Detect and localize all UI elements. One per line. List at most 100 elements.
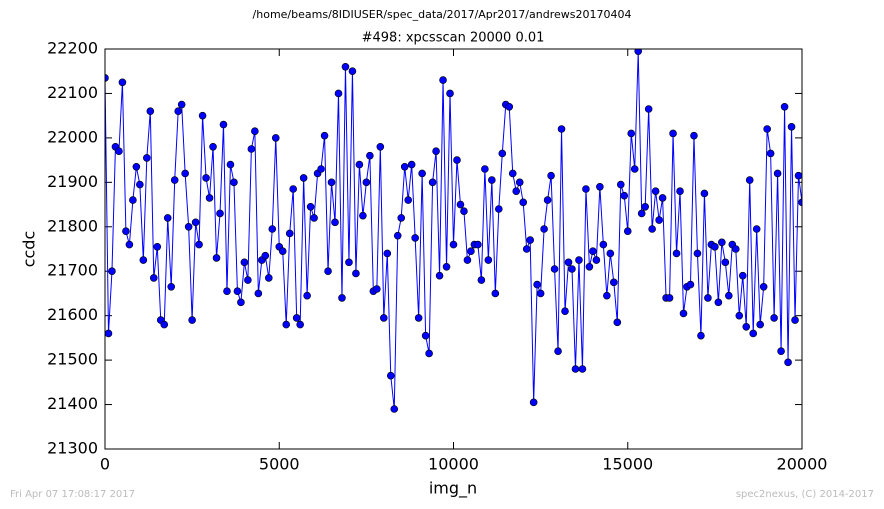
- data-point: [334, 89, 343, 98]
- data-point: [749, 329, 758, 338]
- data-point: [362, 178, 371, 187]
- data-point: [665, 294, 674, 302]
- data-point: [264, 274, 273, 282]
- data-point: [191, 218, 200, 227]
- data-point: [718, 238, 726, 247]
- data-point: [648, 225, 656, 233]
- data-point: [163, 214, 172, 222]
- footer-right: spec2nexus, (C) 2014-2017: [736, 489, 874, 500]
- data-point: [414, 314, 423, 322]
- data-point: [554, 347, 562, 356]
- data-point: [784, 358, 792, 367]
- data-point: [254, 289, 263, 298]
- data-point: [763, 125, 771, 133]
- data-point: [766, 149, 775, 158]
- data-point: [271, 134, 280, 142]
- data-point: [129, 196, 137, 204]
- data-point: [407, 160, 416, 169]
- data-point: [463, 256, 472, 264]
- data-point: [306, 202, 315, 211]
- y-tick-label: 22100: [47, 83, 98, 102]
- data-point: [143, 154, 151, 162]
- data-point: [623, 227, 632, 236]
- data-point: [310, 214, 318, 222]
- data-point: [167, 282, 176, 291]
- data-point: [672, 249, 681, 258]
- x-axis-label: img_n: [429, 479, 477, 499]
- data-point: [198, 111, 207, 120]
- y-tick-label: 22000: [47, 127, 98, 146]
- data-point: [756, 320, 764, 329]
- data-point: [456, 200, 465, 209]
- data-point: [118, 78, 127, 87]
- data-point: [449, 240, 458, 249]
- data-point: [181, 169, 189, 178]
- data-point: [519, 198, 528, 207]
- y-tick-label: 21400: [47, 394, 98, 413]
- data-point: [453, 156, 461, 164]
- data-point: [428, 178, 437, 187]
- data-point: [296, 320, 304, 329]
- data-point: [704, 294, 712, 302]
- data-point: [651, 187, 660, 196]
- data-point: [341, 62, 350, 71]
- plot-area: [105, 49, 802, 413]
- data-point: [345, 258, 353, 267]
- data-point: [366, 151, 374, 160]
- data-point: [721, 258, 730, 267]
- data-point: [610, 278, 618, 287]
- data-point: [359, 211, 367, 220]
- data-point: [505, 102, 514, 111]
- data-point: [536, 289, 545, 298]
- data-point: [435, 271, 444, 280]
- data-point: [331, 218, 339, 227]
- data-point: [526, 236, 534, 244]
- data-point: [508, 169, 517, 178]
- data-point: [324, 267, 332, 276]
- data-point: [338, 294, 346, 302]
- data-point: [404, 196, 412, 204]
- data-point: [575, 256, 583, 264]
- data-point: [223, 287, 231, 296]
- data-point: [219, 120, 228, 129]
- data-point: [393, 231, 402, 240]
- data-point: [244, 276, 252, 284]
- data-point: [571, 365, 580, 373]
- data-point: [174, 107, 182, 116]
- data-point: [515, 178, 524, 187]
- data-point: [759, 282, 768, 291]
- footer-left: Fri Apr 07 17:08:17 2017: [10, 489, 135, 500]
- data-point: [592, 256, 601, 264]
- data-point: [777, 347, 785, 356]
- y-axis-label: ccdc: [20, 231, 39, 268]
- data-point: [442, 262, 451, 271]
- data-point: [212, 254, 221, 262]
- data-point: [603, 291, 611, 300]
- data-point: [411, 234, 419, 242]
- data-point: [498, 149, 507, 158]
- data-point: [170, 176, 179, 184]
- data-point: [108, 267, 116, 276]
- x-tick-label: 0: [100, 455, 110, 474]
- data-point: [568, 265, 576, 273]
- data-point: [550, 265, 559, 273]
- data-point: [233, 287, 242, 296]
- data-point: [421, 331, 430, 340]
- data-point: [261, 251, 270, 260]
- data-point: [149, 274, 158, 282]
- data-point: [620, 191, 629, 200]
- data-point: [160, 320, 169, 329]
- data-point: [644, 105, 653, 113]
- data-point: [578, 365, 587, 373]
- data-point: [613, 318, 622, 327]
- data-point: [658, 194, 667, 202]
- data-point: [690, 131, 698, 140]
- y-tick-label: 21600: [47, 305, 98, 324]
- data-point: [547, 171, 555, 180]
- data-point: [348, 67, 357, 76]
- data-point: [512, 187, 521, 196]
- data-point: [770, 314, 778, 322]
- data-point: [386, 371, 395, 380]
